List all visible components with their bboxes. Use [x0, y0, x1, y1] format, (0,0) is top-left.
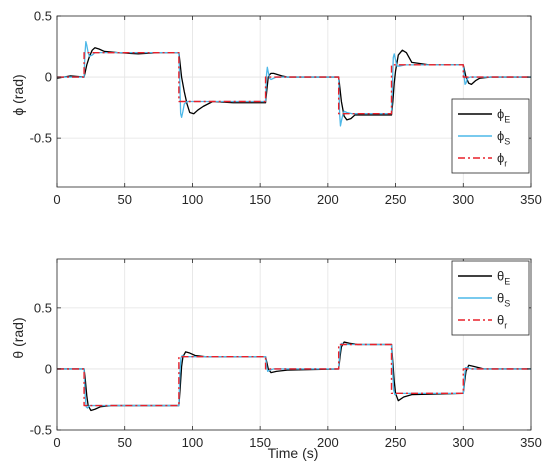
phi-axes — [56, 15, 532, 188]
theta-legend-label-e: θE — [497, 269, 510, 287]
theta-x-tick-label-250: 250 — [385, 435, 407, 450]
phi-legend-label-s: ϕS — [497, 129, 510, 147]
theta-y-tick-label-0.5: 0.5 — [34, 300, 52, 315]
theta-y-tick-label-0: 0 — [45, 361, 52, 376]
phi-x-tick-label-250: 250 — [385, 192, 407, 207]
phi-x-tick-label-100: 100 — [182, 192, 204, 207]
theta-x-tick-label-300: 300 — [452, 435, 474, 450]
theta-panel: 0 50 100 150 200 250 300 350-0.500.5 θ (rad) Ti… — [10, 258, 542, 461]
theta-legend-label-s: θS — [497, 291, 510, 309]
theta-y-axis-label: θ (rad) — [10, 317, 26, 358]
theta-series — [57, 341, 531, 412]
theta-legend: θE θS θr — [451, 260, 530, 336]
phi-x-tick-label-0: 0 — [53, 192, 60, 207]
phi-legend: ϕE ϕS ϕr — [451, 98, 530, 174]
phi-x-tick-label-200: 200 — [317, 192, 339, 207]
phi-tick-labels: 0 50 100 150 200 250 300 350 -0.5 0 0.5 — [30, 9, 542, 208]
theta-x-tick-label-100: 100 — [182, 435, 204, 450]
theta-x-axis-label: Time (s) — [268, 445, 319, 461]
theta-legend-label-r: θr — [497, 313, 507, 331]
phi-legend-label-e: ϕE — [497, 107, 510, 125]
phi-x-tick-label-150: 150 — [249, 192, 271, 207]
phi-axes-box — [56, 15, 532, 188]
phi-y-tick-label--0.5: -0.5 — [30, 131, 52, 146]
theta-x-tick-label-150: 150 — [249, 435, 271, 450]
theta-tick-labels: 0 50 100 150 200 250 300 350-0.500.5 — [30, 300, 542, 450]
phi-legend-label-r: ϕr — [497, 151, 507, 169]
phi-y-axis-label: ϕ (rad) — [10, 74, 26, 115]
phi-x-tick-label-50: 50 — [117, 192, 131, 207]
theta-series-r-line — [57, 343, 531, 407]
theta-y-tick-label--0.5: -0.5 — [30, 423, 52, 438]
theta-axes-box — [56, 258, 532, 431]
phi-panel: 0 50 100 150 200 250 300 350 -0.5 0 0.5 ϕ (rad) ϕE… — [10, 9, 542, 208]
phi-x-tick-label-350: 350 — [520, 192, 542, 207]
theta-x-tick-label-0: 0 — [53, 435, 60, 450]
theta-series-e-line — [57, 341, 531, 412]
theta-axes — [56, 258, 532, 431]
theta-x-tick-label-50: 50 — [117, 435, 131, 450]
theta-x-tick-label-200: 200 — [317, 435, 339, 450]
phi-y-tick-label-0.5: 0.5 — [34, 9, 52, 24]
theta-x-tick-label-350: 350 — [520, 435, 542, 450]
phi-x-tick-label-300: 300 — [452, 192, 474, 207]
phi-series — [56, 41, 531, 127]
phi-y-tick-label-0: 0 — [45, 70, 52, 85]
